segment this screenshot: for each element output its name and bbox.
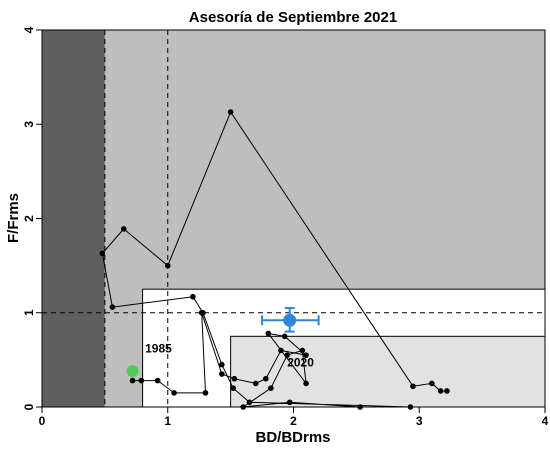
chart-title: Asesoría de Septiembre 2021 [189, 9, 397, 26]
data-point-23 [230, 385, 236, 391]
x-axis-label: BD/BDrms [255, 429, 330, 446]
data-point-16 [284, 352, 291, 358]
axes-layer: 0 1 2 3 4 0 1 2 3 4 [22, 26, 549, 428]
data-point-3 [171, 390, 177, 396]
data-point-30 [164, 262, 171, 269]
data-point-22 [246, 399, 253, 406]
region-collapsed [42, 30, 105, 407]
data-point-24 [219, 361, 225, 368]
y-tick-label: 0 [22, 403, 36, 410]
data-point-31 [227, 109, 234, 115]
x-tick-label: 4 [542, 414, 549, 428]
data-point-4 [202, 390, 209, 396]
data-point-12 [281, 333, 288, 340]
data-point-35 [444, 388, 450, 394]
reference-lines-layer [42, 30, 545, 407]
data-point-33 [429, 380, 435, 387]
x-tick-label: 0 [39, 414, 46, 428]
y-tick-label: 1 [22, 309, 36, 316]
series-line-0 [101, 110, 447, 408]
data-point-13 [265, 330, 272, 337]
data-point-11 [303, 352, 309, 358]
start-marker [126, 365, 139, 378]
current-estimate-point [283, 313, 297, 327]
y-tick-label: 2 [22, 215, 36, 222]
data-point-19 [286, 399, 293, 406]
data-point-15 [299, 347, 306, 354]
y-tick-label: 4 [22, 26, 36, 33]
data-point-7 [231, 375, 238, 382]
year-annotation-1: 2020 [287, 355, 314, 369]
data-point-6 [219, 371, 225, 377]
annotations-layer: 1985 2020 [145, 341, 314, 369]
x-tick-label: 2 [290, 414, 297, 428]
data-point-17 [268, 385, 274, 391]
data-point-10 [278, 347, 284, 354]
data-point-26 [190, 293, 196, 300]
data-point-0 [129, 377, 136, 384]
region-healthy [230, 335, 546, 408]
data-point-34 [437, 388, 444, 394]
data-point-25 [200, 309, 206, 316]
y-axis-label: F/Frms [5, 193, 22, 243]
data-point-29 [120, 226, 127, 232]
data-point-28 [99, 250, 106, 257]
regions-layer [42, 30, 546, 408]
data-point-14 [303, 380, 309, 387]
data-point-27 [109, 304, 116, 310]
year-annotation-0: 1985 [145, 341, 172, 355]
data-point-8 [252, 380, 259, 387]
data-point-32 [410, 383, 416, 390]
x-tick-label: 1 [164, 414, 171, 428]
y-tick-label: 3 [22, 121, 36, 128]
data-point-9 [263, 375, 269, 382]
x-tick-label: 3 [416, 414, 423, 428]
data-point-2 [154, 377, 161, 384]
data-point-1 [138, 377, 145, 384]
